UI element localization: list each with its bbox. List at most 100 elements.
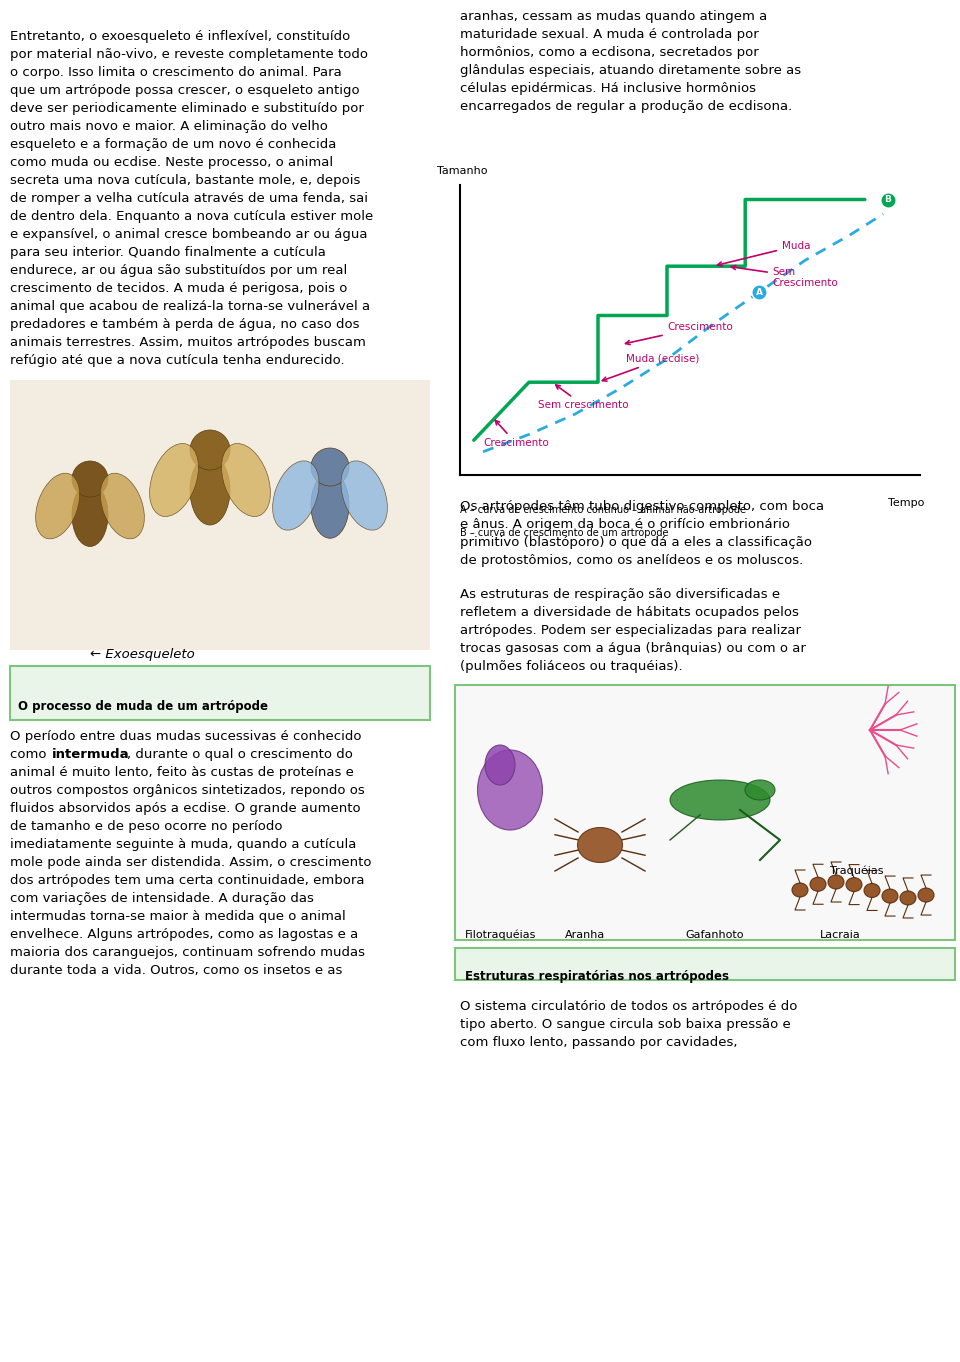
- Text: de tamanho e de peso ocorre no período: de tamanho e de peso ocorre no período: [10, 820, 282, 834]
- Ellipse shape: [341, 460, 388, 530]
- FancyBboxPatch shape: [10, 666, 430, 720]
- Text: dos artrópodes tem uma certa continuidade, embora: dos artrópodes tem uma certa continuidad…: [10, 874, 365, 887]
- Text: com fluxo lento, passando por cavidades,: com fluxo lento, passando por cavidades,: [460, 1036, 737, 1049]
- Text: Filotraquéias: Filotraquéias: [465, 930, 537, 941]
- Ellipse shape: [101, 473, 144, 539]
- Ellipse shape: [190, 455, 230, 524]
- Ellipse shape: [792, 883, 808, 898]
- Text: de dentro dela. Enquanto a nova cutícula estiver mole: de dentro dela. Enquanto a nova cutícula…: [10, 210, 373, 223]
- Ellipse shape: [485, 745, 515, 785]
- Ellipse shape: [882, 889, 898, 903]
- Text: outro mais novo e maior. A eliminação do velho: outro mais novo e maior. A eliminação do…: [10, 120, 328, 133]
- Text: predadores e também à perda de água, no caso dos: predadores e também à perda de água, no …: [10, 317, 359, 331]
- Ellipse shape: [36, 473, 80, 539]
- Ellipse shape: [828, 874, 844, 889]
- Text: que um artrópode possa crescer, o esqueleto antigo: que um artrópode possa crescer, o esquel…: [10, 84, 360, 97]
- Text: maturidade sexual. A muda é controlada por: maturidade sexual. A muda é controlada p…: [460, 29, 758, 41]
- Ellipse shape: [900, 891, 916, 904]
- Text: fluidos absorvidos após a ecdise. O grande aumento: fluidos absorvidos após a ecdise. O gran…: [10, 802, 361, 814]
- Text: com variações de intensidade. A duração das: com variações de intensidade. A duração …: [10, 892, 314, 904]
- Text: refúgio até que a nova cutícula tenha endurecido.: refúgio até que a nova cutícula tenha en…: [10, 354, 345, 366]
- FancyBboxPatch shape: [455, 948, 955, 981]
- Text: para seu interior. Quando finalmente a cutícula: para seu interior. Quando finalmente a c…: [10, 247, 325, 259]
- Text: e ânus. A origem da boca é o orifício embrionário: e ânus. A origem da boca é o orifício em…: [460, 518, 790, 531]
- Ellipse shape: [670, 780, 770, 820]
- Text: células epidérmicas. Há inclusive hormônios: células epidérmicas. Há inclusive hormôn…: [460, 82, 756, 95]
- Text: animal é muito lento, feito às custas de proteínas e: animal é muito lento, feito às custas de…: [10, 765, 354, 779]
- Text: O sistema circulatório de todos os artrópodes é do: O sistema circulatório de todos os artró…: [460, 1000, 798, 1013]
- Text: Os artrópodes têm tubo digestivo completo, com boca: Os artrópodes têm tubo digestivo complet…: [460, 500, 824, 513]
- Text: primitivo (blastóporo) o que dá a eles a classificação: primitivo (blastóporo) o que dá a eles a…: [460, 537, 812, 549]
- Text: como muda ou ecdise. Neste processo, o animal: como muda ou ecdise. Neste processo, o a…: [10, 157, 333, 169]
- Circle shape: [190, 430, 230, 470]
- Text: encarregados de regular a produção de ecdisona.: encarregados de regular a produção de ec…: [460, 99, 792, 113]
- Text: hormônios, como a ecdisona, secretados por: hormônios, como a ecdisona, secretados p…: [460, 46, 758, 59]
- Ellipse shape: [150, 444, 199, 516]
- Circle shape: [72, 460, 108, 497]
- Text: Estruturas respiratórias nos artrópodes: Estruturas respiratórias nos artrópodes: [465, 970, 729, 983]
- Text: aranhas, cessam as mudas quando atingem a: aranhas, cessam as mudas quando atingem …: [460, 10, 767, 23]
- Text: Crescimento: Crescimento: [483, 421, 549, 448]
- Text: Lacraia: Lacraia: [820, 930, 861, 940]
- Text: esqueleto e a formação de um novo é conhecida: esqueleto e a formação de um novo é conh…: [10, 138, 336, 151]
- Text: animais terrestres. Assim, muitos artrópodes buscam: animais terrestres. Assim, muitos artróp…: [10, 336, 366, 349]
- Text: o corpo. Isso limita o crescimento do animal. Para: o corpo. Isso limita o crescimento do an…: [10, 65, 342, 79]
- Text: como: como: [10, 748, 51, 761]
- Text: O período entre duas mudas sucessivas é conhecido: O período entre duas mudas sucessivas é …: [10, 730, 362, 744]
- Text: (pulmões foliáceos ou traquéias).: (pulmões foliáceos ou traquéias).: [460, 661, 683, 673]
- Text: de romper a velha cutícula através de uma fenda, sai: de romper a velha cutícula através de um…: [10, 192, 368, 206]
- Ellipse shape: [918, 888, 934, 902]
- Text: por material não-vivo, e reveste completamente todo: por material não-vivo, e reveste complet…: [10, 48, 368, 61]
- Text: artrópodes. Podem ser especializadas para realizar: artrópodes. Podem ser especializadas par…: [460, 624, 801, 637]
- Ellipse shape: [578, 828, 622, 862]
- Text: imediatamente seguinte à muda, quando a cutícula: imediatamente seguinte à muda, quando a …: [10, 838, 356, 851]
- Text: crescimento de tecidos. A muda é perigosa, pois o: crescimento de tecidos. A muda é perigos…: [10, 282, 348, 296]
- Ellipse shape: [846, 877, 862, 892]
- Text: intermuda: intermuda: [52, 748, 130, 761]
- Text: envelhece. Alguns artrópodes, como as lagostas e a: envelhece. Alguns artrópodes, como as la…: [10, 928, 358, 941]
- Text: Gafanhoto: Gafanhoto: [685, 930, 743, 940]
- Text: B – curva de crescimento de um artrópode: B – curva de crescimento de um artrópode: [460, 527, 668, 538]
- Text: intermudas torna-se maior à medida que o animal: intermudas torna-se maior à medida que o…: [10, 910, 346, 923]
- Circle shape: [311, 448, 349, 486]
- Ellipse shape: [864, 884, 880, 898]
- Text: ← Exoesqueleto: ← Exoesqueleto: [90, 648, 195, 661]
- Text: trocas gasosas com a água (brânquias) ou com o ar: trocas gasosas com a água (brânquias) ou…: [460, 642, 805, 655]
- Text: , durante o qual o crescimento do: , durante o qual o crescimento do: [127, 748, 353, 761]
- Text: outros compostos orgânicos sintetizados, repondo os: outros compostos orgânicos sintetizados,…: [10, 785, 365, 797]
- Text: Sem crescimento: Sem crescimento: [539, 385, 629, 410]
- Text: Crescimento: Crescimento: [626, 321, 732, 345]
- Text: Tamanho: Tamanho: [437, 166, 488, 176]
- Text: Muda: Muda: [717, 241, 810, 266]
- Text: A: A: [756, 287, 762, 297]
- Text: secreta uma nova cutícula, bastante mole, e, depois: secreta uma nova cutícula, bastante mole…: [10, 174, 360, 187]
- Text: endurece, ar ou água são substituídos por um real: endurece, ar ou água são substituídos po…: [10, 264, 348, 276]
- Text: A – curva de crescimento contínuo – animal não-artrópode: A – curva de crescimento contínuo – anim…: [460, 504, 746, 515]
- Ellipse shape: [273, 460, 319, 530]
- Text: deve ser periodicamente eliminado e substituído por: deve ser periodicamente eliminado e subs…: [10, 102, 364, 114]
- Text: Sem
Crescimento: Sem Crescimento: [732, 266, 838, 289]
- Text: As estruturas de respiração são diversificadas e: As estruturas de respiração são diversif…: [460, 588, 780, 601]
- Text: Tempo: Tempo: [888, 498, 924, 508]
- FancyBboxPatch shape: [455, 685, 955, 940]
- Text: durante toda a vida. Outros, como os insetos e as: durante toda a vida. Outros, como os ins…: [10, 964, 343, 977]
- Text: O processo de muda de um artrópode: O processo de muda de um artrópode: [18, 700, 268, 712]
- Text: refletem a diversidade de hábitats ocupados pelos: refletem a diversidade de hábitats ocupa…: [460, 606, 799, 618]
- Text: B: B: [884, 195, 891, 204]
- Text: tipo aberto. O sangue circula sob baixa pressão e: tipo aberto. O sangue circula sob baixa …: [460, 1017, 791, 1031]
- Text: glândulas especiais, atuando diretamente sobre as: glândulas especiais, atuando diretamente…: [460, 64, 802, 78]
- Ellipse shape: [222, 444, 271, 516]
- Ellipse shape: [745, 780, 775, 799]
- Ellipse shape: [477, 750, 542, 829]
- Text: animal que acabou de realizá-la torna-se vulnerável a: animal que acabou de realizá-la torna-se…: [10, 300, 371, 313]
- Text: Traquéias: Traquéias: [830, 865, 883, 876]
- Ellipse shape: [72, 484, 108, 546]
- Text: e expansível, o animal cresce bombeando ar ou água: e expansível, o animal cresce bombeando …: [10, 227, 368, 241]
- Text: mole pode ainda ser distendida. Assim, o crescimento: mole pode ainda ser distendida. Assim, o…: [10, 855, 372, 869]
- Ellipse shape: [810, 877, 826, 891]
- Text: Aranha: Aranha: [565, 930, 605, 940]
- Text: Muda (ecdise): Muda (ecdise): [602, 354, 699, 381]
- Text: Entretanto, o exoesqueleto é inflexível, constituído: Entretanto, o exoesqueleto é inflexível,…: [10, 30, 350, 44]
- Ellipse shape: [311, 471, 349, 538]
- Text: de protostômios, como os anelídeos e os moluscos.: de protostômios, como os anelídeos e os …: [460, 554, 804, 567]
